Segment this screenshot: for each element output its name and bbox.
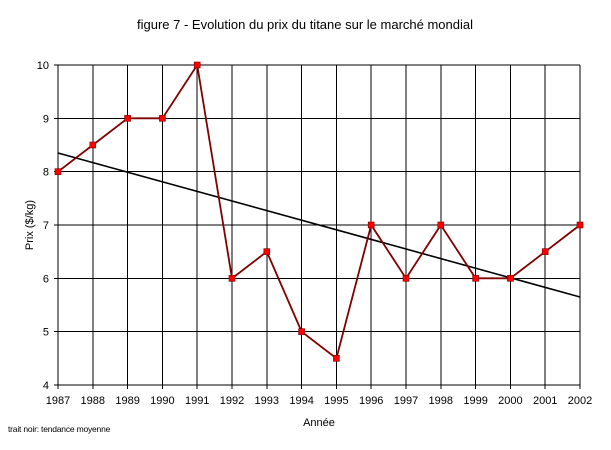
x-tick-label: 2001 xyxy=(533,395,557,407)
price-point xyxy=(402,275,410,282)
x-tick-label: 1999 xyxy=(463,395,487,407)
chart-grid xyxy=(54,64,581,389)
price-point xyxy=(437,221,445,229)
y-axis-label: Prix ($/kg) xyxy=(24,200,36,250)
y-tick-labels: 4 5 6 7 8 9 10 xyxy=(37,60,49,392)
price-point xyxy=(472,275,479,282)
price-point xyxy=(193,61,201,69)
chart-note: trait noir: tendance moyenne xyxy=(8,424,111,434)
x-tick-label: 2000 xyxy=(498,395,522,407)
y-tick-label: 6 xyxy=(43,273,49,285)
price-point xyxy=(54,168,62,175)
x-tick-label: 2002 xyxy=(568,395,592,407)
x-tick-label: 1997 xyxy=(394,395,418,407)
x-tick-label: 1990 xyxy=(150,395,174,407)
chart-series xyxy=(54,61,584,362)
y-tick-label: 4 xyxy=(43,380,49,392)
x-tick-label: 1992 xyxy=(220,395,244,407)
price-line xyxy=(57,62,581,360)
x-tick-label: 1987 xyxy=(46,395,70,407)
x-tick-label: 1996 xyxy=(359,395,383,407)
chart-title: figure 7 - Evolution du prix du titane s… xyxy=(137,17,473,32)
x-axis-label: Année xyxy=(303,417,335,429)
price-point xyxy=(263,248,271,255)
x-tick-label: 1998 xyxy=(429,395,453,407)
price-point xyxy=(159,115,166,122)
x-tick-label: 1988 xyxy=(81,395,105,407)
x-tick-labels: 1987 1988 1989 1990 1991 1992 1993 1994 1995 1996… xyxy=(46,395,592,407)
price-point xyxy=(333,355,340,362)
price-point xyxy=(124,115,131,122)
price-point xyxy=(507,275,514,282)
price-point xyxy=(228,275,236,282)
price-point xyxy=(576,221,584,229)
x-tick-label: 1991 xyxy=(185,395,209,407)
y-tick-label: 10 xyxy=(37,60,49,72)
y-tick-label: 7 xyxy=(43,220,49,232)
y-tick-label: 5 xyxy=(43,327,49,339)
price-point xyxy=(367,221,375,229)
price-point xyxy=(89,141,97,149)
price-point xyxy=(298,328,305,335)
trend-line xyxy=(57,152,581,298)
x-tick-label: 1995 xyxy=(324,395,348,407)
x-tick-label: 1989 xyxy=(115,395,139,407)
x-tick-label: 1994 xyxy=(289,395,313,407)
x-tick-label: 1993 xyxy=(255,395,279,407)
y-tick-label: 8 xyxy=(43,167,49,179)
y-tick-label: 9 xyxy=(43,113,49,125)
price-point xyxy=(541,248,549,255)
